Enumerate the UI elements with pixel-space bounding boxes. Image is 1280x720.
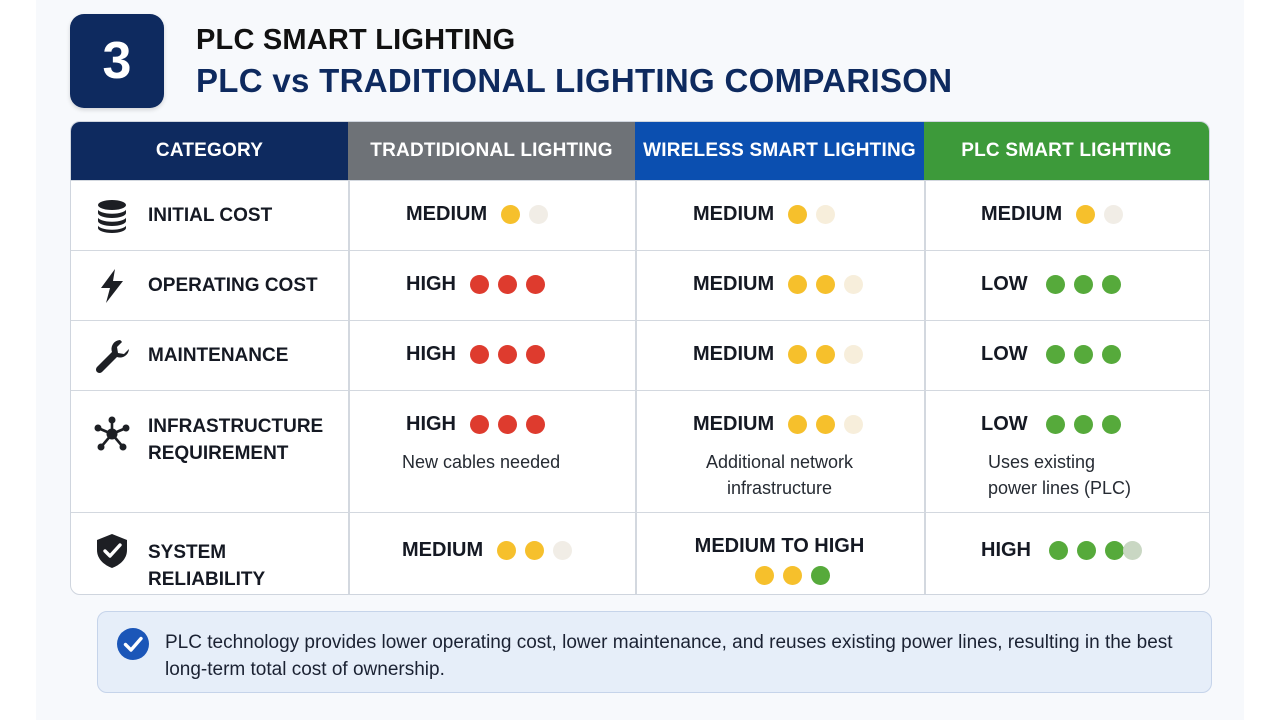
column-header-plc: PLC SMART LIGHTING [924,122,1209,180]
wireless-cell: MEDIUM [635,181,924,251]
rating-dots [788,205,844,224]
rating-label: MEDIUM TO HIGH [694,535,865,557]
rating-label: MEDIUM [981,203,1063,225]
rating-label: HIGH [406,413,456,435]
page-subtitle: PLC vs TRADITIONAL LIGHTING COMPARISON [196,62,953,99]
category-cell: SYSTEM RELIABILITY [71,513,348,594]
plc-cell: LOW [924,321,1209,391]
rating-dots [470,275,554,294]
rating-label: LOW [981,273,1028,295]
rating-label: HIGH [981,539,1031,561]
rating-dots [1049,541,1151,560]
category-cell: MAINTENANCE [71,321,348,391]
table-row: INITIAL COST MEDIUM MEDIUM MEDIUM [71,180,1209,251]
rating-dots [470,345,554,364]
lightning-bolt-icon [101,269,123,303]
rating-dots [788,345,872,364]
rating-label: MEDIUM [693,413,775,435]
page-title: PLC SMART LIGHTING [196,24,516,56]
section-number: 3 [102,32,132,90]
rating-dots [1045,275,1130,294]
column-header-wireless: WIRELESS SMART LIGHTING [635,122,924,180]
traditional-cell: HIGH New cables needed [348,391,635,513]
network-hub-icon [94,416,130,451]
rating-note-line2: power lines (PLC) [988,478,1132,498]
category-cell: OPERATING COST [71,251,348,321]
rating-label: LOW [981,413,1028,435]
section-number-badge: 3 [70,14,164,108]
category-label: SYSTEM RELIABILITY [148,542,266,590]
plc-cell: MEDIUM [924,181,1209,251]
rating-note-line1: Additional network [705,452,854,472]
category-cell: INITIAL COST [71,181,348,251]
rating-dots [1045,345,1130,364]
rating-label: MEDIUM [402,539,484,561]
category-label-line1: INFRASTRUCTURE [148,416,324,437]
traditional-cell: HIGH [348,251,635,321]
rating-label: MEDIUM [693,203,775,225]
table-row: INFRASTRUCTURE REQUIREMENT HIGH New cabl… [71,390,1209,513]
coin-stack-icon [97,200,127,233]
rating-dots [788,415,872,434]
plc-cell: LOW Uses existing power lines (PLC) [924,391,1209,513]
rating-label: MEDIUM [406,203,488,225]
wireless-cell: MEDIUM [635,321,924,391]
rating-dots [497,541,581,560]
rating-dots [470,415,554,434]
category-label: OPERATING COST [148,275,318,296]
traditional-cell: MEDIUM [348,181,635,251]
shield-check-icon [97,534,127,568]
rating-label: HIGH [406,343,456,365]
wireless-cell: MEDIUM TO HIGH [635,513,924,594]
wrench-icon [95,340,129,374]
wireless-cell: MEDIUM Additional network infrastructure [635,391,924,513]
rating-label: MEDIUM [693,343,775,365]
rating-note-line1: Uses existing [988,452,1096,472]
rating-dots [788,275,872,294]
category-label: MAINTENANCE [148,345,289,366]
rating-dots [501,205,557,224]
table-row: OPERATING COST HIGH MEDIUM LOW [71,250,1209,321]
wireless-cell: MEDIUM [635,251,924,321]
rating-label: HIGH [406,273,456,295]
comparison-table: CATEGORY TRADTIDIONAL LIGHTING WIRELESS … [70,121,1210,595]
rating-note: New cables needed [402,452,561,472]
traditional-cell: MEDIUM [348,513,635,594]
column-divider [635,180,637,594]
plc-cell: LOW [924,251,1209,321]
traditional-cell: HIGH [348,321,635,391]
summary-callout: PLC technology provides lower operating … [97,611,1212,693]
rating-dots [755,566,839,585]
rating-dots [1045,415,1130,434]
category-cell: INFRASTRUCTURE REQUIREMENT [71,391,348,513]
rating-label: LOW [981,343,1028,365]
table-row: MAINTENANCE HIGH MEDIUM LOW [71,320,1209,391]
column-header-traditional: TRADTIDIONAL LIGHTING [348,122,635,180]
table-row: SYSTEM RELIABILITY MEDIUM MEDIUM TO HIGH… [71,512,1209,594]
column-divider [348,180,350,594]
column-header-category: CATEGORY [71,122,348,180]
category-label: INITIAL COST [148,205,273,226]
rating-label: MEDIUM [693,273,775,295]
plc-cell: HIGH [924,513,1209,594]
column-divider [924,180,926,594]
rating-dots [1076,205,1132,224]
check-circle-icon [117,628,149,660]
summary-text: PLC technology provides lower operating … [165,632,1173,680]
category-label-line2: REQUIREMENT [148,443,289,464]
rating-note-line2: infrastructure [726,478,833,498]
